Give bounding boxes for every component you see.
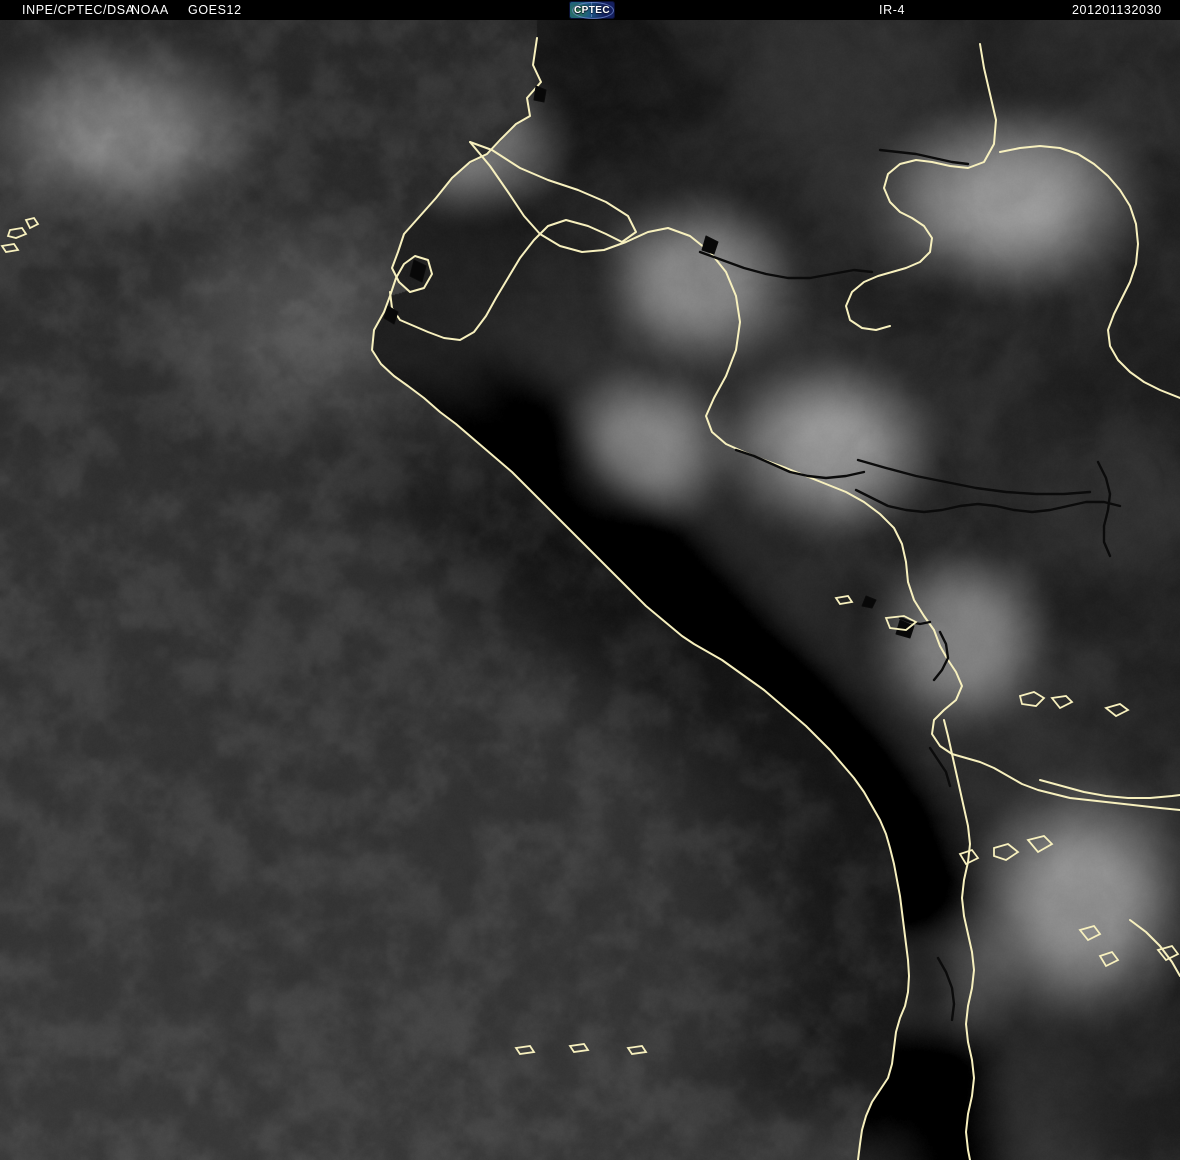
header-institution-label: INPE/CPTEC/DSA [22,3,135,17]
header-agency-label: NOAA [131,3,169,17]
satellite-imagery-panel [0,20,1180,1160]
infrared-raster-canvas [0,20,1180,1160]
logo-wordmark: CPTEC [574,4,610,16]
header-timestamp-label: 201201132030 [1072,3,1162,17]
image-header-bar: INPE/CPTEC/DSA NOAA GOES12 CPTEC IR-4 20… [0,0,1180,20]
logo-globe-meridian [591,2,592,17]
header-satellite-label: GOES12 [188,3,242,17]
logo-globe-ring [572,2,614,19]
header-channel-label: IR-4 [879,3,906,17]
cptec-logo-icon: CPTEC [569,1,615,19]
